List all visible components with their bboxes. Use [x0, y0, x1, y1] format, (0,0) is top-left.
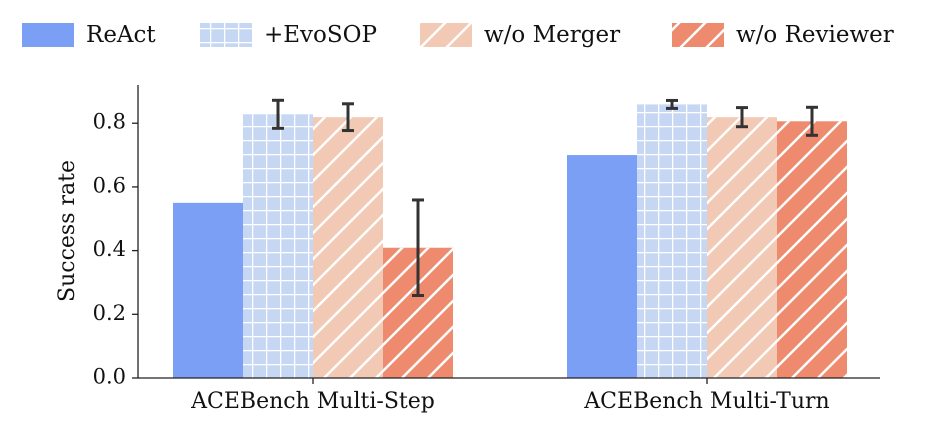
y-tick-label: 0.6 — [93, 173, 126, 197]
x-tick-label: ACEBench Multi-Turn — [583, 389, 829, 414]
y-tick-label: 0.0 — [93, 365, 126, 389]
bar-hatch — [707, 117, 777, 378]
y-tick-label: 0.8 — [93, 110, 126, 134]
legend-label: w/o Merger — [484, 22, 620, 48]
y-tick-label: 0.2 — [93, 301, 126, 325]
legend-label: +EvoSOP — [264, 22, 377, 48]
y-axis-label: Success rate — [55, 160, 80, 302]
bar-hatch — [637, 104, 707, 378]
bar — [567, 155, 637, 378]
x-tick-label: ACEBench Multi-Step — [190, 389, 435, 414]
bar — [173, 202, 243, 378]
y-tick-label: 0.4 — [93, 237, 126, 261]
legend-swatch-hatch — [200, 23, 252, 47]
legend-swatch-hatch — [672, 23, 724, 47]
bar-hatch — [777, 121, 847, 378]
legend-swatch-hatch — [420, 23, 472, 47]
bar-hatch — [243, 114, 313, 379]
bar-hatch — [313, 117, 383, 378]
legend-label: w/o Reviewer — [736, 22, 894, 48]
legend-swatch — [22, 23, 74, 47]
legend-label: ReAct — [86, 22, 156, 48]
